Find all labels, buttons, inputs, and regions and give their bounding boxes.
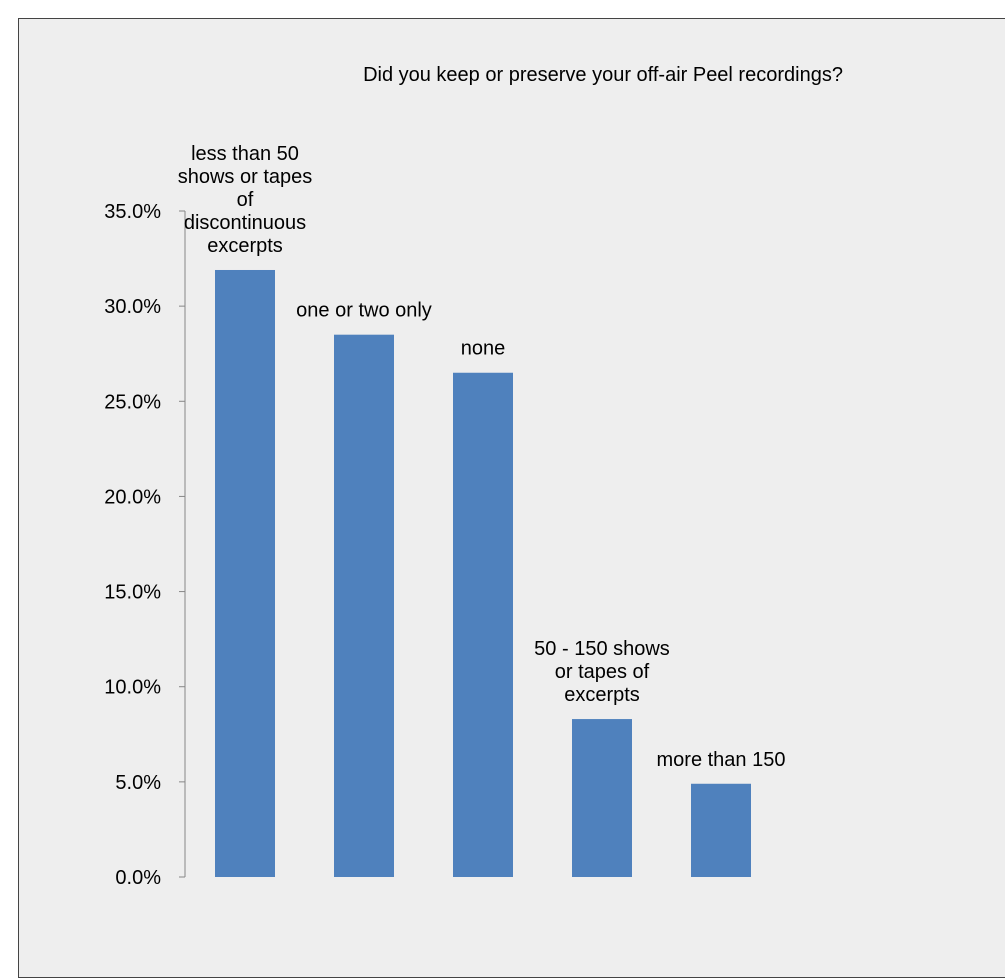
y-tick-label: 25.0%	[104, 391, 161, 413]
bar-chart: Did you keep or preserve your off-air Pe…	[104, 64, 843, 889]
y-axis: 0.0% 5.0% 10.0% 15.0% 20.0% 25.0% 30.0% 35.0%	[104, 201, 186, 889]
bar	[572, 719, 632, 877]
bars	[215, 269, 751, 878]
bar	[453, 372, 513, 877]
bar-data-label: more than 150	[657, 749, 786, 771]
y-tick-label: 30.0%	[104, 296, 161, 318]
bar-labels: less than 50 shows or tapes of discontinuou…	[178, 143, 786, 771]
bar-data-label: less than 50 shows or tapes of discontinuou…	[178, 143, 313, 257]
bar	[691, 783, 751, 877]
y-tick-label: 15.0%	[104, 582, 161, 604]
y-tick-label: 10.0%	[104, 677, 161, 699]
y-tick-label: 20.0%	[104, 486, 161, 508]
y-tick-label: 0.0%	[115, 867, 161, 889]
chart-title: Did you keep or preserve your off-air Pe…	[363, 64, 843, 86]
y-tick-label: 35.0%	[104, 201, 161, 223]
bar-data-label: one or two only	[296, 300, 432, 322]
bar-data-label: none	[461, 338, 506, 360]
bar	[215, 269, 275, 877]
bar-data-label: 50 - 150 shows or tapes of excerpts	[534, 638, 670, 706]
bar	[334, 334, 394, 878]
y-tick-label: 5.0%	[115, 772, 161, 794]
chart-frame: Did you keep or preserve your off-air Pe…	[18, 18, 1005, 978]
